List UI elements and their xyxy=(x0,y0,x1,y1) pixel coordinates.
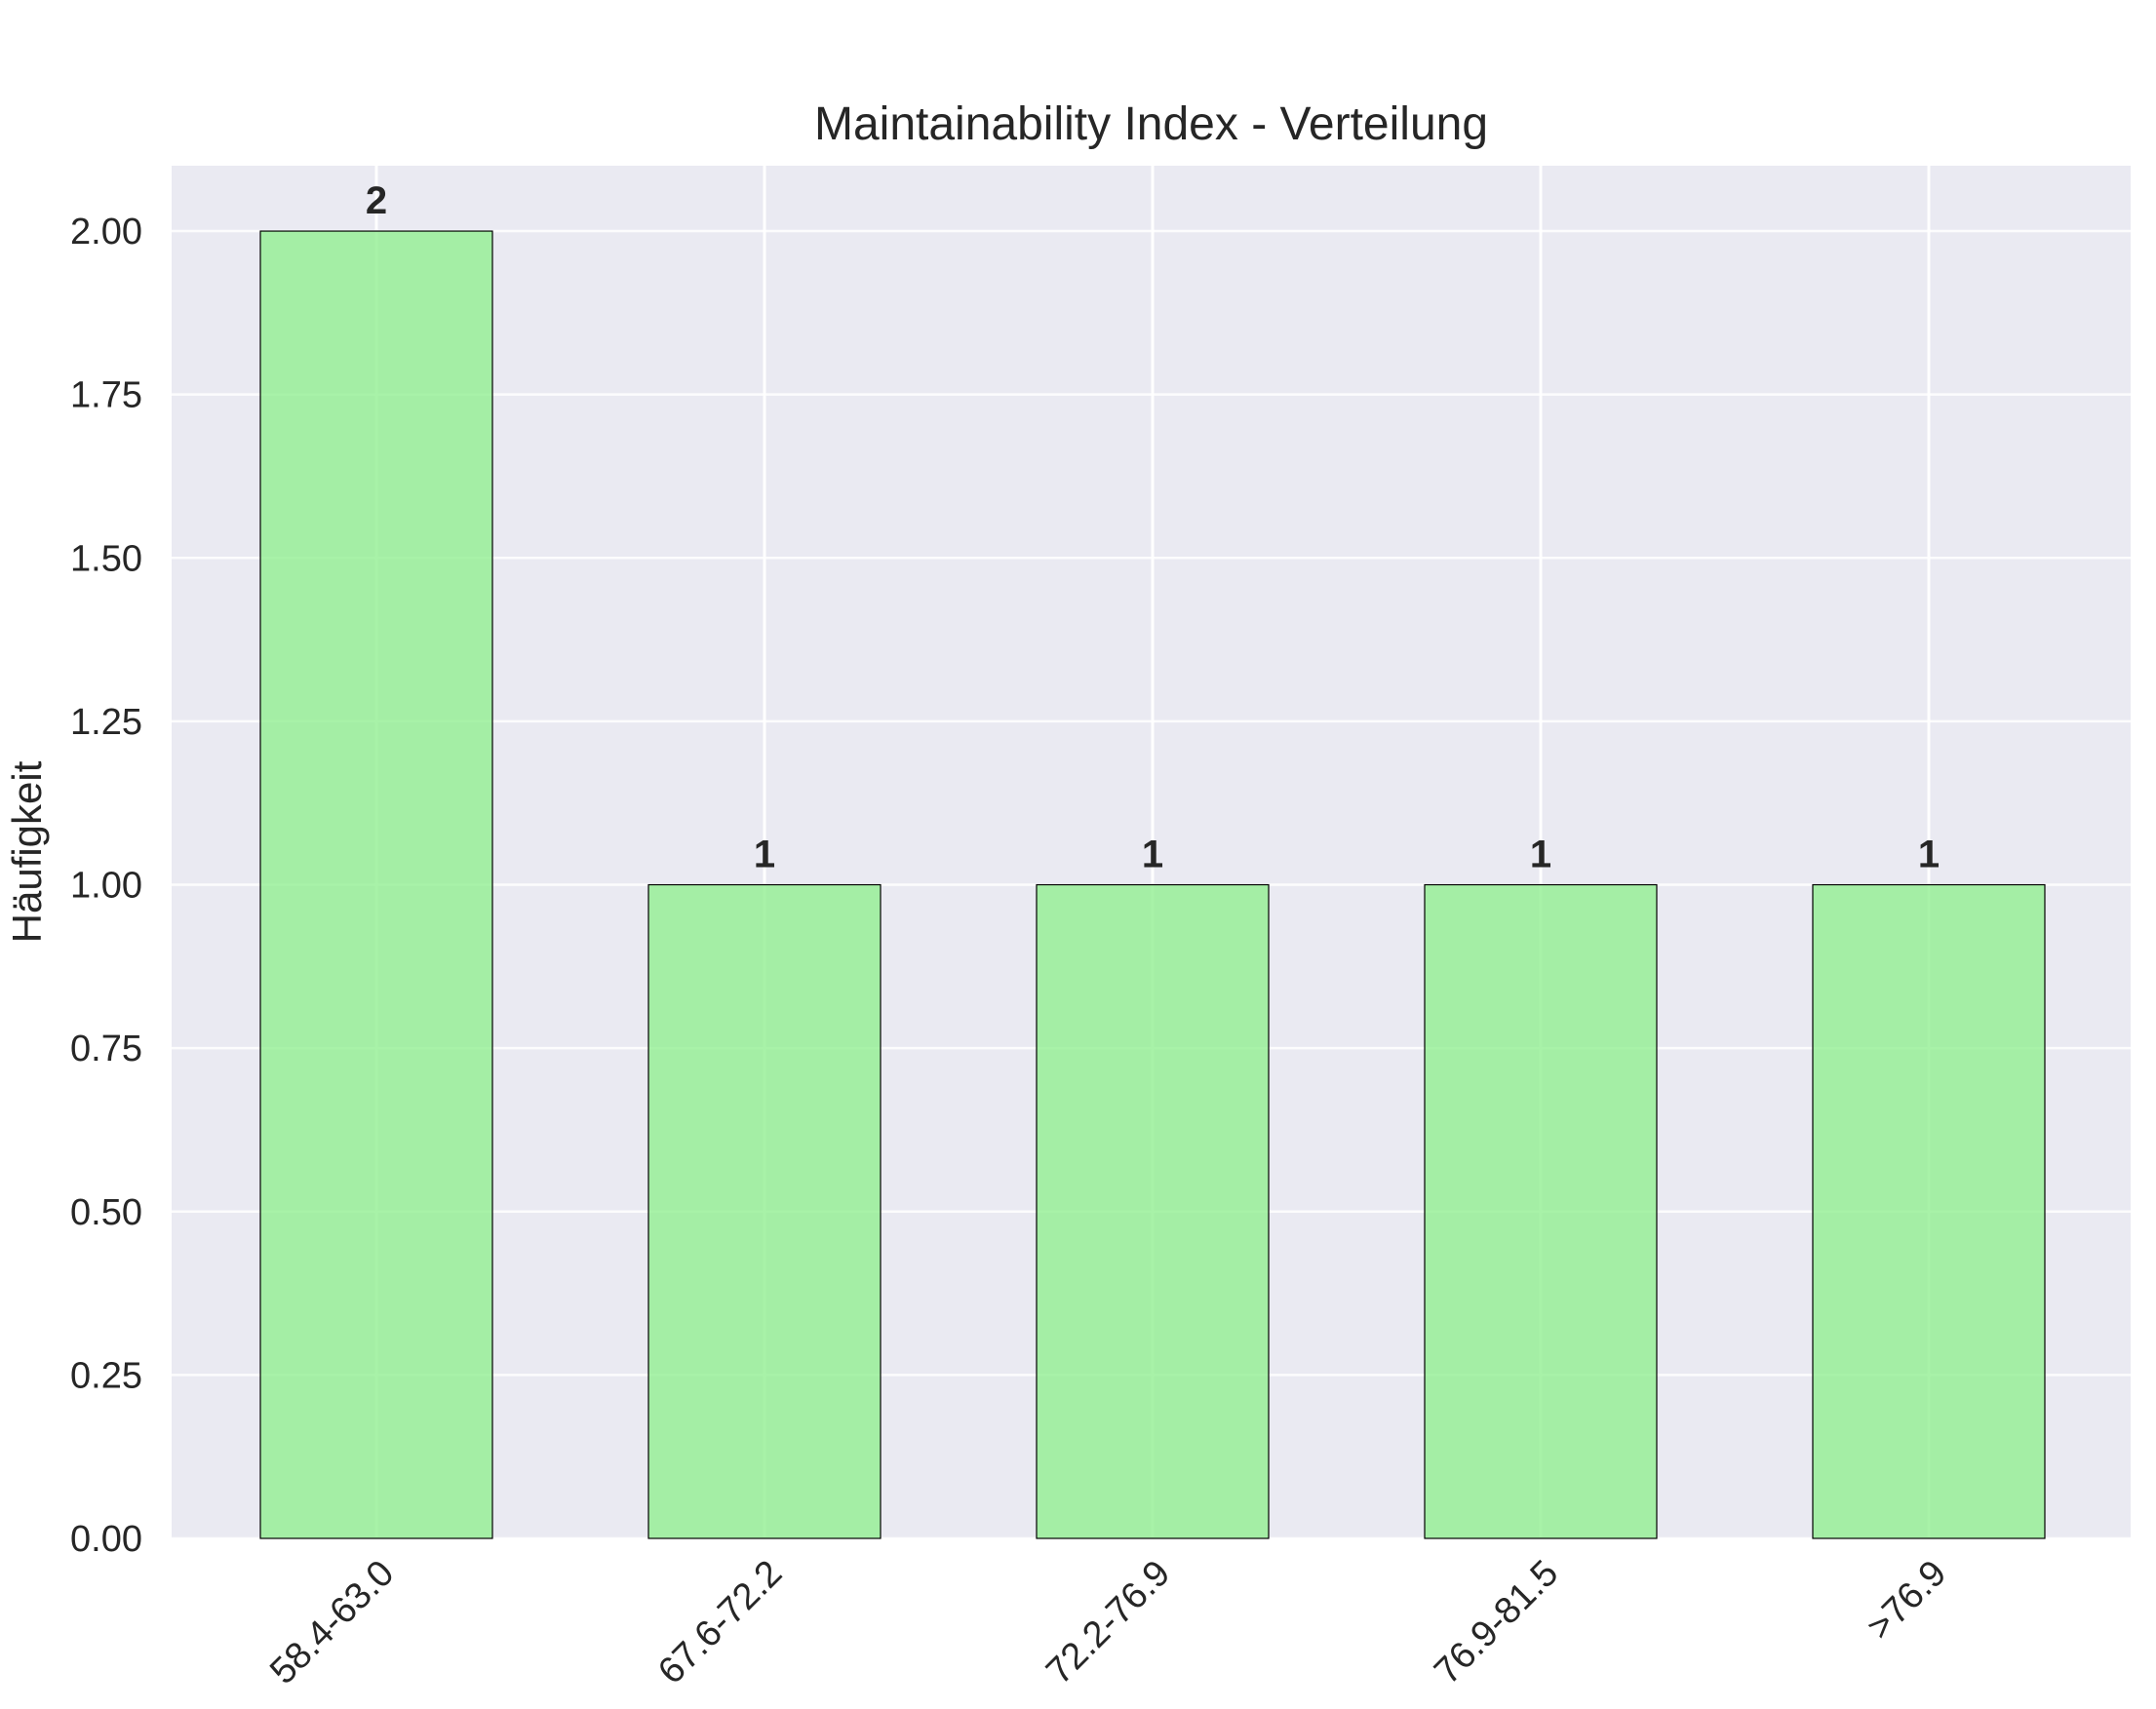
bar-3 xyxy=(1036,883,1270,1539)
y-tick-label: 0.25 xyxy=(70,1355,142,1396)
x-tick-labels: 58.4-63.0 67.6-72.2 72.2-76.9 76.9-81.5 >76.… xyxy=(262,1553,1954,1692)
y-tick-label: 1.00 xyxy=(70,866,142,907)
y-tick-label: 1.50 xyxy=(70,538,142,579)
data-label-2: 1 xyxy=(754,834,775,876)
y-tick-labels: 0.00 0.25 0.50 0.75 1.00 1.25 1.50 1.75 2.00 xyxy=(70,212,142,1560)
x-tick-label: 67.6-72.2 xyxy=(650,1553,790,1692)
data-label-4: 1 xyxy=(1530,834,1551,876)
data-label-1: 2 xyxy=(366,179,387,222)
x-tick-label: >76.9 xyxy=(1860,1553,1955,1649)
y-tick-label: 2.00 xyxy=(70,212,142,252)
y-tick-label: 0.75 xyxy=(70,1029,142,1069)
bar-4 xyxy=(1424,883,1658,1539)
bar-2 xyxy=(647,883,882,1539)
y-tick-label: 1.25 xyxy=(70,702,142,743)
x-tick-label: 58.4-63.0 xyxy=(262,1553,402,1692)
x-tick-label: 76.9-81.5 xyxy=(1427,1553,1566,1692)
data-label-3: 1 xyxy=(1142,834,1163,876)
y-axis-label: Häufigkeit xyxy=(4,760,50,943)
bars xyxy=(259,230,2046,1539)
y-tick-label: 1.75 xyxy=(70,375,142,416)
bar-5 xyxy=(1812,883,2046,1539)
y-tick-label: 0.50 xyxy=(70,1192,142,1233)
data-label-5: 1 xyxy=(1918,834,1940,876)
y-tick-label: 0.00 xyxy=(70,1519,142,1560)
data-labels: 2 1 1 1 1 xyxy=(366,179,1940,875)
x-tick-label: 72.2-76.9 xyxy=(1039,1553,1178,1692)
chart-title: Maintainability Index - Verteilung xyxy=(814,98,1488,150)
bar-1 xyxy=(259,230,493,1539)
